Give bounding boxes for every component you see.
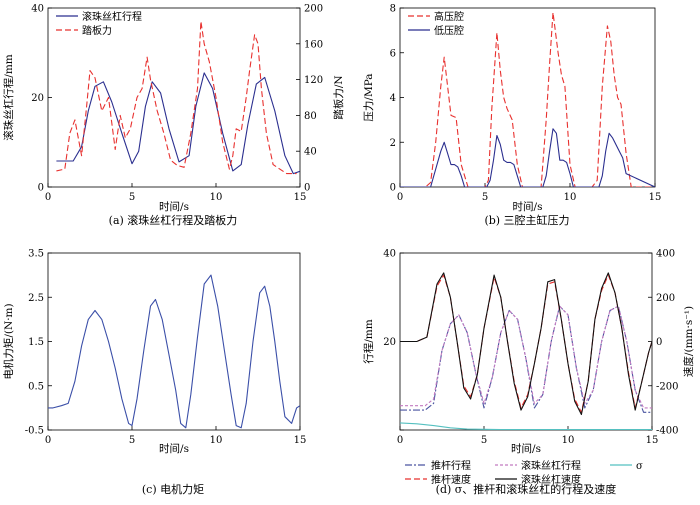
y-tick-label: 20 <box>383 337 396 348</box>
series-line-c <box>48 274 300 429</box>
series-line-滚珠丝杠行程 <box>400 305 652 409</box>
y2-tick-label: 200 <box>304 4 323 15</box>
y2-tick-label: 0 <box>304 183 310 194</box>
legend-label: 高压腔 <box>434 10 464 23</box>
legend-label: 推杆速度 <box>431 473 471 486</box>
y-tick-label: 6 <box>390 48 396 59</box>
chart-d: 0 5 10 15 20 40 -400 -200 0 200 400 时间/s 行程/mm 速度/(mm… <box>362 249 695 497</box>
y-tick-label: 3.5 <box>28 249 44 260</box>
x-tick-label: 15 <box>294 435 307 446</box>
x-tick-label: 5 <box>481 435 487 446</box>
x-tick-label: 0 <box>397 192 403 203</box>
x-tick-label: 15 <box>294 192 307 203</box>
x-tick-label: 5 <box>129 192 135 203</box>
legend-label: 滚珠丝杠行程 <box>521 459 581 472</box>
y2-axis-label: 踏板力/N <box>332 75 345 119</box>
y2-tick-label: 200 <box>656 293 675 304</box>
y-tick-label: 20 <box>31 93 44 104</box>
y2-tick-label: 80 <box>304 111 317 122</box>
legend-label: 滚珠丝杠速度 <box>521 473 581 486</box>
series-line-高压腔 <box>400 11 655 187</box>
x-tick-label: 0 <box>45 435 51 446</box>
series-line-滚珠丝杠速度 <box>400 272 652 416</box>
y2-tick-label: -400 <box>656 426 678 437</box>
series-line-低压腔 <box>400 128 655 187</box>
x-axis-label: 时间/s <box>513 200 543 213</box>
y2-tick-label: 120 <box>304 75 323 86</box>
y-tick-label: -0.5 <box>25 426 44 437</box>
y-tick-label: 0 <box>390 183 396 194</box>
y-tick-label: 8 <box>390 4 396 15</box>
series-line-滚珠丝杠行程 <box>56 72 300 175</box>
plot-frame <box>399 252 653 431</box>
series-line-踏板力 <box>56 20 297 175</box>
x-tick-label: 15 <box>649 192 662 203</box>
y-axis-label: 压力/MPa <box>362 73 375 121</box>
x-tick-label: 15 <box>646 435 659 446</box>
y-tick-label: 40 <box>383 249 396 260</box>
legend-label: 推杆行程 <box>431 459 471 472</box>
y-tick-label: 2 <box>390 138 396 149</box>
y-axis-label: 行程/mm <box>362 319 375 363</box>
legend-label: 踏板力 <box>82 24 112 37</box>
x-tick-label: 10 <box>210 435 223 446</box>
y-tick-label: 40 <box>31 4 44 15</box>
x-axis-label: 时间/s <box>159 200 189 213</box>
subfigure-caption: (c) 电机力矩 <box>142 482 204 496</box>
legend-label: 低压腔 <box>434 24 464 37</box>
x-axis-label: 时间/s <box>511 442 541 455</box>
subfigure-caption: (d) σ、推杆和滚珠丝杠的行程及速度 <box>436 482 617 496</box>
series-line-推杆速度 <box>400 274 652 413</box>
x-tick-label: 5 <box>482 192 488 203</box>
y-tick-label: 0.5 <box>28 381 44 392</box>
subfigure-caption: (a) 滚珠丝杠行程及踏板力 <box>109 213 238 227</box>
chart-c: 0 5 10 15 -0.5 0.5 1.5 2.5 3.5 时间/s 电机力矩/(N·m) (c) … <box>2 249 306 497</box>
x-tick-label: 0 <box>397 435 403 446</box>
plot-frame <box>47 252 301 431</box>
y2-tick-label: 40 <box>304 147 317 158</box>
y2-tick-label: 160 <box>304 39 323 50</box>
subfigure-caption: (b) 三腔主缸压力 <box>484 213 569 227</box>
y2-tick-label: 400 <box>656 249 675 260</box>
x-tick-label: 0 <box>45 192 51 203</box>
x-tick-label: 10 <box>564 192 577 203</box>
y-tick-label: 1.5 <box>28 337 44 348</box>
legend-label: 滚珠丝杠行程 <box>82 10 142 23</box>
y-tick-label: 0 <box>38 183 44 194</box>
series-line-σ <box>400 422 652 430</box>
y2-axis-label: 速度/(mm·s⁻¹) <box>682 306 695 377</box>
x-tick-label: 10 <box>210 192 223 203</box>
legend-label: σ <box>636 461 643 472</box>
y-tick-label: 4 <box>390 93 396 104</box>
x-tick-label: 10 <box>562 435 575 446</box>
y-axis-label: 滚珠丝杠行程/mm <box>2 54 15 140</box>
y2-tick-label: -200 <box>656 381 678 392</box>
y2-tick-label: 0 <box>656 337 662 348</box>
x-tick-label: 5 <box>129 435 135 446</box>
x-axis-label: 时间/s <box>159 442 189 455</box>
y-axis-label: 电机力矩/(N·m) <box>2 303 15 379</box>
y-tick-label: 2.5 <box>28 293 44 304</box>
